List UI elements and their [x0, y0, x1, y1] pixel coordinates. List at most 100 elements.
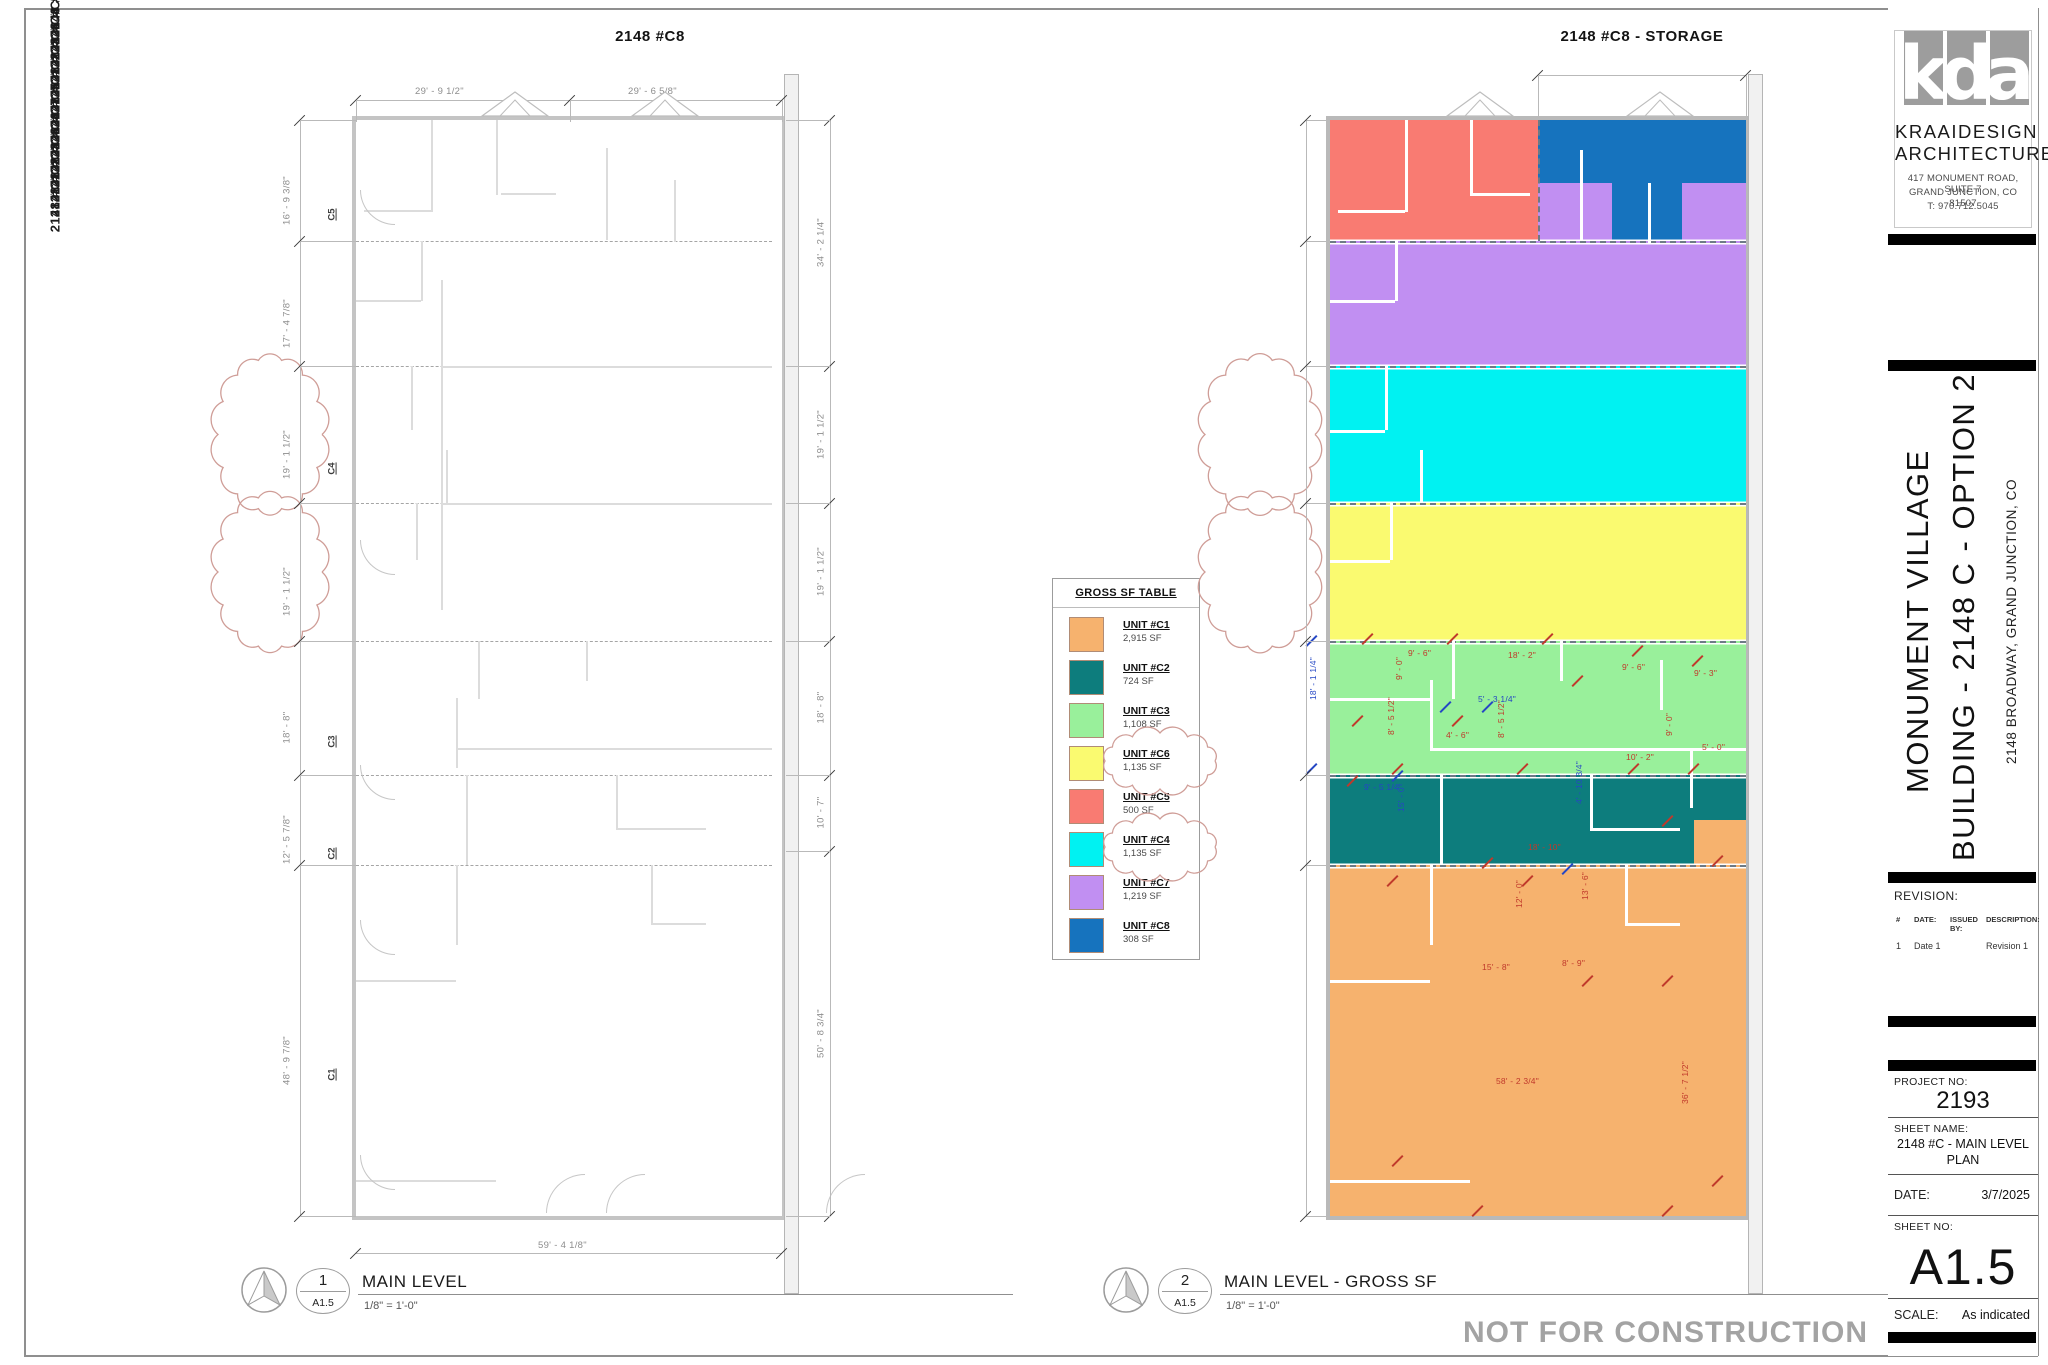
plan2-dim-annotation: 9' - 6"	[1622, 662, 1646, 672]
plan2-dim-annotation: 4' - 6"	[1446, 730, 1470, 740]
plan2-unit-separator	[1330, 641, 1746, 643]
plan1-unit-dim: 18' - 8"	[281, 711, 293, 744]
plan1-right-dim: 18' - 8"	[815, 691, 827, 724]
legend-swatch-c8	[1069, 918, 1104, 953]
plan1-scale: 1/8" = 1'-0"	[364, 1300, 418, 1312]
legend-unit-name: UNIT #C8	[1123, 920, 1170, 932]
plan2-interior-wall	[1330, 560, 1390, 563]
plan1-interior-wall	[466, 775, 468, 865]
plan1-door-tag: C4	[326, 461, 338, 475]
date-label: DATE:	[1894, 1188, 1930, 1202]
plan1-door-tag: C3	[326, 735, 338, 748]
plan1-interior-wall	[606, 148, 608, 240]
legend-swatch-c6	[1069, 746, 1104, 781]
project-title-area: MONUMENT VILLAGE BUILDING - 2148 C - OPT…	[1888, 371, 2038, 871]
plan2-interior-wall	[1330, 430, 1385, 433]
plan2-interior-wall	[1648, 183, 1651, 243]
extension-line	[1306, 366, 1330, 367]
plan1-drawing	[352, 116, 865, 1220]
plan2-dim-annotation: 15' - 8"	[1482, 962, 1510, 972]
legend-unit-sf: 724 SF	[1123, 676, 1154, 687]
extension-line	[786, 503, 830, 504]
legend-swatch-c2	[1069, 660, 1104, 695]
plan2-dim-annotation: 18' - 10"	[1528, 842, 1561, 852]
plan1-interior-wall	[446, 450, 448, 503]
plan2-interior-wall	[1420, 450, 1423, 503]
legend-swatch-c7	[1069, 875, 1104, 910]
sheet-name-box: SHEET NAME: 2148 #C - MAIN LEVEL PLAN	[1888, 1118, 2038, 1175]
extension-line	[782, 100, 783, 122]
revision-cloud	[210, 353, 330, 516]
plan2-dim-annotation: 8' - 9"	[1562, 958, 1586, 968]
plan2-interior-wall	[1590, 775, 1593, 830]
extension-line	[786, 120, 830, 121]
extension-line	[300, 641, 356, 642]
plan1-right-dim: 19' - 1 1/2"	[815, 547, 827, 596]
plan1-interior-wall	[356, 1180, 496, 1182]
sheet-no-box: SHEET NO: A1.5	[1888, 1216, 2038, 1299]
scale-box: SCALE: As indicated	[1888, 1299, 2038, 1331]
plan2-detail-sheet-ref: A1.5	[1174, 1297, 1196, 1309]
plan2-detail-bubble: 2 A1.5	[1158, 1268, 1212, 1314]
legend-unit-sf: 1,108 SF	[1123, 719, 1162, 730]
project-title-line2: BUILDING - 2148 C - OPTION 2	[1946, 372, 1981, 861]
legend-unit-sf: 1,219 SF	[1123, 891, 1162, 902]
revision-col-num: #	[1896, 915, 1901, 924]
plan2-interior-wall	[1470, 193, 1530, 196]
extension-line	[300, 503, 356, 504]
titleblock: k d a KRAAIDESIGN ARCHITECTURE 417 MONUM…	[1888, 8, 2048, 1356]
plan1-unit-dim: 48' - 9 7/8"	[281, 1035, 293, 1085]
plan2-dim-annotation: 9' - 3"	[1694, 668, 1718, 678]
plan2-top-unit-label: 2148 #C8 - STORAGE	[1560, 28, 1724, 45]
sheet-border-top	[24, 8, 2038, 10]
legend-unit-name: UNIT #C1	[1123, 619, 1170, 631]
plan1-detail-bubble: 1 A1.5	[296, 1268, 350, 1314]
plan2-interior-wall	[1625, 865, 1628, 925]
plan1-interior-wall	[496, 120, 498, 195]
extension-line	[1306, 641, 1330, 642]
plan1-interior-wall	[501, 193, 556, 195]
plan1-unit-separator	[356, 865, 772, 866]
legend-swatch-c1	[1069, 617, 1104, 652]
extension-line	[1746, 75, 1747, 120]
extension-line	[300, 865, 356, 866]
plan2-unit-separator	[1330, 366, 1746, 368]
north-arrow-icon	[241, 1267, 287, 1313]
plan2-dim-annotation: 58' - 2 3/4"	[1496, 1076, 1539, 1086]
extension-line	[570, 100, 571, 122]
legend-row: UNIT #C7 1,219 SF	[1053, 871, 1199, 914]
extension-line	[1306, 775, 1330, 776]
plan1-exterior-walls	[352, 116, 786, 1220]
plan2-dim-annotation: 5' - 3 1/4"	[1478, 694, 1517, 704]
unit-area-c4	[1330, 366, 1746, 503]
titleblock-bar	[1888, 1332, 2036, 1343]
plan2-dim-annotation: 13' - 6"	[1580, 872, 1590, 900]
sheet-border-bottom	[24, 1355, 2038, 1357]
plan2-storage-dim-line	[1538, 75, 1746, 76]
plan1-door-tag: C1	[326, 1067, 338, 1081]
legend-swatch-c5	[1069, 789, 1104, 824]
plan2-dim-annotation: 9' - 0"	[1394, 656, 1404, 680]
plan1-interior-wall	[651, 865, 653, 925]
unit-area-c8	[1612, 183, 1682, 243]
project-address: 2148 BROADWAY, GRAND JUNCTION, CO	[2004, 478, 2019, 764]
plan1-unit-separator	[356, 775, 772, 776]
plan1-top-dim-1: 29' - 9 1/2"	[415, 86, 464, 97]
plan2-interior-wall	[1390, 503, 1393, 560]
plan1-east-existing-wall	[784, 74, 799, 1294]
unit-area-c6	[1330, 503, 1746, 641]
plan1-interior-wall	[478, 641, 480, 699]
legend-unit-sf: 1,135 SF	[1123, 848, 1162, 859]
extension-line	[786, 775, 830, 776]
sheet-name-label: SHEET NAME:	[1894, 1123, 1969, 1135]
extension-line	[1306, 120, 1330, 121]
roof-gable-mark	[1625, 91, 1695, 117]
plan2-drawing: 9' - 6" 18' - 2" 9' - 6" 9' - 3" 9' - 0" 5' -…	[1305, 116, 1750, 1220]
plan1-right-dim: 10' - 7"	[815, 796, 827, 829]
project-no-value: 2193	[1936, 1087, 1990, 1114]
plan2-left-dim-line	[1306, 120, 1307, 1216]
plan2-dim-annotation: 8' - 5 1/2"	[1496, 699, 1506, 738]
plan2-unit-separator	[1330, 865, 1746, 867]
firm-address-line2: GRAND JUNCTION, CO 81507	[1908, 187, 2018, 209]
plan2-interior-wall	[1330, 698, 1430, 701]
